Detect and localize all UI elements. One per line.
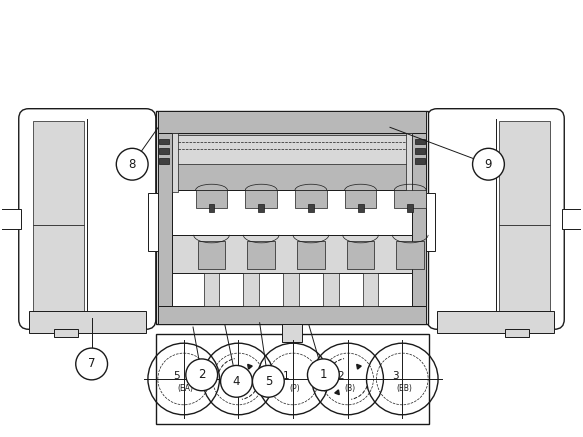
Bar xyxy=(0,209,21,229)
Bar xyxy=(156,334,429,424)
Circle shape xyxy=(220,365,252,397)
Text: (EB): (EB) xyxy=(396,385,412,393)
Bar xyxy=(347,241,374,269)
Bar xyxy=(295,190,327,208)
Bar xyxy=(498,225,550,324)
Bar xyxy=(412,132,426,306)
Bar xyxy=(283,273,299,306)
Bar xyxy=(297,241,325,269)
Bar xyxy=(562,209,583,229)
Text: 8: 8 xyxy=(128,158,136,171)
Circle shape xyxy=(252,365,285,397)
Circle shape xyxy=(116,148,148,180)
Bar xyxy=(156,111,428,324)
Bar xyxy=(247,241,275,269)
Bar xyxy=(159,139,169,145)
Circle shape xyxy=(307,359,339,391)
Text: (P): (P) xyxy=(290,385,300,393)
Bar xyxy=(282,324,302,342)
Text: (A): (A) xyxy=(235,385,246,393)
Bar xyxy=(196,190,227,208)
Bar xyxy=(396,241,424,269)
Bar xyxy=(33,121,85,225)
Text: 7: 7 xyxy=(88,357,96,371)
Circle shape xyxy=(473,148,504,180)
Bar xyxy=(159,149,169,154)
Bar xyxy=(158,111,426,132)
Text: 4: 4 xyxy=(233,375,240,388)
Text: 2: 2 xyxy=(198,368,205,382)
Bar xyxy=(172,190,412,235)
Text: (B): (B) xyxy=(344,385,355,393)
Bar xyxy=(345,190,377,208)
Bar xyxy=(54,329,78,337)
Bar xyxy=(203,273,219,306)
Bar xyxy=(308,204,314,212)
Bar xyxy=(415,139,425,145)
Bar xyxy=(258,204,264,212)
Bar xyxy=(323,273,339,306)
Bar xyxy=(172,132,178,192)
Text: 5: 5 xyxy=(265,375,272,388)
Bar xyxy=(505,329,529,337)
Bar xyxy=(243,273,259,306)
Bar xyxy=(498,121,550,225)
Bar xyxy=(158,306,426,324)
Text: 2: 2 xyxy=(338,371,344,381)
Bar xyxy=(437,312,554,333)
Bar xyxy=(33,225,85,324)
FancyBboxPatch shape xyxy=(19,109,156,329)
Bar xyxy=(159,158,169,164)
FancyBboxPatch shape xyxy=(427,109,564,329)
Bar xyxy=(357,204,364,212)
Text: 1: 1 xyxy=(283,371,289,381)
Bar xyxy=(406,132,412,192)
Bar xyxy=(209,204,215,212)
Text: 9: 9 xyxy=(484,158,492,171)
Bar xyxy=(172,235,412,273)
Text: 4: 4 xyxy=(228,371,235,381)
Bar xyxy=(415,149,425,154)
Circle shape xyxy=(76,348,107,380)
Text: 1: 1 xyxy=(319,368,327,382)
Text: 5: 5 xyxy=(173,371,180,381)
Bar xyxy=(415,158,425,164)
Bar xyxy=(415,193,435,251)
Bar xyxy=(394,190,426,208)
Bar xyxy=(363,273,378,306)
Bar xyxy=(148,193,168,251)
Bar xyxy=(158,132,172,306)
Bar xyxy=(245,190,277,208)
Bar xyxy=(29,312,146,333)
Bar xyxy=(408,204,413,212)
Text: (EA): (EA) xyxy=(178,385,194,393)
Text: 3: 3 xyxy=(392,371,399,381)
Bar xyxy=(172,132,412,190)
Bar xyxy=(174,135,410,164)
Circle shape xyxy=(186,359,217,391)
Bar xyxy=(198,241,226,269)
